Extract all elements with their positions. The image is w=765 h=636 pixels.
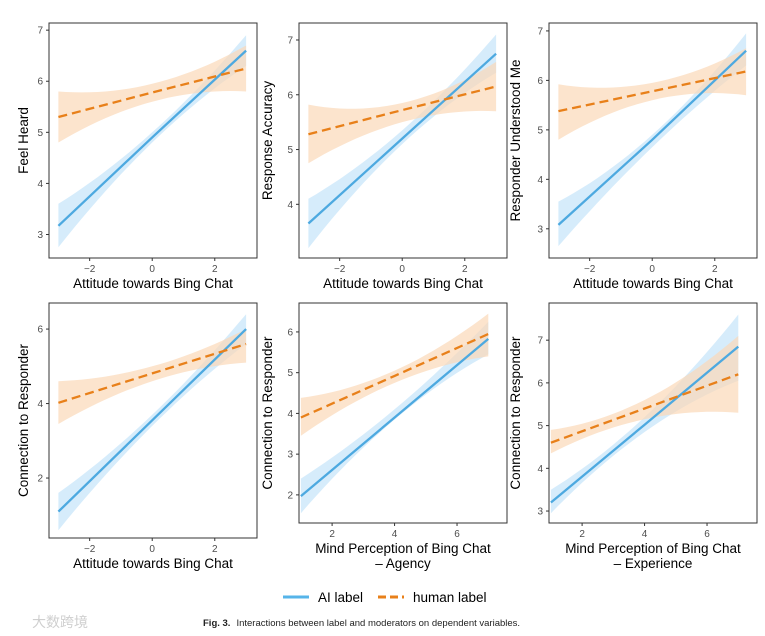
y-axis-label: Feel Heard <box>16 107 31 174</box>
y-tick-label: 6 <box>537 378 543 389</box>
x-tick-label: −2 <box>84 264 96 275</box>
y-tick-label: 3 <box>287 450 293 461</box>
panel-border <box>548 302 758 524</box>
human-label-line <box>58 342 247 404</box>
y-tick-label: 7 <box>37 26 43 37</box>
x-tick-label: −2 <box>334 264 346 275</box>
x-tick-label: −2 <box>584 264 596 275</box>
human-label-line <box>558 70 747 113</box>
y-tick-label: 6 <box>287 90 293 101</box>
watermark: 大数跨境 <box>32 615 88 631</box>
y-tick-label: 4 <box>287 200 293 211</box>
legend: AI label human label <box>283 590 487 605</box>
y-tick-label: 2 <box>287 490 293 501</box>
x-tick-label: 6 <box>454 529 460 540</box>
x-axis-label: Attitude towards Bing Chat <box>73 556 233 571</box>
y-axis-label: Connection to Responder <box>260 336 275 490</box>
x-axis-label: Mind Perception of Bing Chat <box>565 541 741 556</box>
caption-text: Interactions between label and moderator… <box>236 618 520 629</box>
human-label-line <box>308 85 497 136</box>
y-tick-label: 6 <box>37 77 43 88</box>
human-confidence-band <box>550 335 739 454</box>
x-tick-label: 2 <box>712 264 718 275</box>
human-label-line <box>58 67 247 119</box>
y-tick-label: 5 <box>537 125 543 136</box>
y-tick-label: 3 <box>37 230 43 241</box>
y-tick-label: 4 <box>37 179 43 190</box>
y-tick-label: 3 <box>537 507 543 518</box>
x-tick-label: 2 <box>212 544 218 555</box>
x-axis-label: Attitude towards Bing Chat <box>73 276 233 291</box>
panel-3: −2 0 2 3 4 5 6 7 Attitude towards Bing Chat Respo… <box>508 22 758 291</box>
ai-label-line <box>300 338 490 497</box>
x-axis-label: – Experience <box>614 556 693 571</box>
x-tick-label: 6 <box>704 529 710 540</box>
human-confidence-band <box>58 329 247 424</box>
x-tick-label: 2 <box>462 264 468 275</box>
panel-border <box>548 22 758 259</box>
y-tick-label: 5 <box>37 128 43 139</box>
ai-label-line <box>57 49 247 227</box>
y-tick-label: 4 <box>537 175 543 186</box>
human-label-line <box>300 332 489 419</box>
ai-label-line <box>57 328 247 513</box>
panel-border <box>48 302 258 539</box>
y-axis-label: Connection to Responder <box>508 336 523 490</box>
x-tick-label: 0 <box>149 544 155 555</box>
x-tick-label: 2 <box>329 529 335 540</box>
y-tick-label: 4 <box>37 399 43 410</box>
y-axis-label: Connection to Responder <box>16 343 31 497</box>
caption-prefix: Fig. 3. <box>203 618 230 629</box>
y-tick-label: 6 <box>287 327 293 338</box>
y-tick-label: 5 <box>287 145 293 156</box>
panel-border <box>298 22 508 259</box>
x-tick-label: 4 <box>642 529 648 540</box>
x-tick-label: 2 <box>579 529 585 540</box>
panel-border <box>48 22 258 259</box>
x-tick-label: 2 <box>212 264 218 275</box>
x-tick-label: 4 <box>392 529 398 540</box>
figure-caption: Fig. 3. Interactions between label and mo… <box>203 618 520 629</box>
y-tick-label: 7 <box>537 336 543 347</box>
human-label-line <box>550 373 739 444</box>
legend-ai-label: AI label <box>318 590 363 605</box>
panel-1: −2 0 2 3 4 5 6 7 Attitude towards Bing Chat Feel … <box>16 22 258 291</box>
y-tick-label: 4 <box>537 464 543 475</box>
panel-2: −2 0 2 4 5 6 7 Attitude towards Bing Chat Respon… <box>260 22 508 291</box>
y-tick-label: 2 <box>37 474 43 485</box>
human-confidence-band <box>58 45 247 143</box>
y-tick-label: 5 <box>537 421 543 432</box>
human-confidence-band <box>308 61 497 164</box>
y-tick-label: 3 <box>537 224 543 235</box>
ai-label-line <box>550 345 740 504</box>
x-tick-label: 0 <box>149 264 155 275</box>
panel-6: 2 4 6 3 4 5 6 7 Mind Perception of Bing Chat– Ex… <box>508 302 758 571</box>
x-axis-label: Attitude towards Bing Chat <box>573 276 733 291</box>
legend-human-label: human label <box>413 590 487 605</box>
human-confidence-band <box>558 48 747 140</box>
ai-label-line <box>307 52 497 225</box>
y-tick-label: 6 <box>537 76 543 87</box>
x-tick-label: 0 <box>649 264 655 275</box>
y-axis-label: Response Accuracy <box>260 81 275 201</box>
x-axis-label: – Agency <box>375 556 431 571</box>
y-tick-label: 7 <box>537 26 543 37</box>
panel-4: −2 0 2 2 4 6 Attitude towards Bing Chat Connect… <box>16 302 258 571</box>
y-tick-label: 5 <box>287 368 293 379</box>
ai-label-line <box>557 49 747 226</box>
y-tick-label: 7 <box>287 35 293 46</box>
x-tick-label: −2 <box>84 544 96 555</box>
x-axis-label: Mind Perception of Bing Chat <box>315 541 491 556</box>
x-tick-label: 0 <box>399 264 405 275</box>
y-tick-label: 4 <box>287 409 293 420</box>
y-axis-label: Responder Understood Me <box>508 59 523 221</box>
x-axis-label: Attitude towards Bing Chat <box>323 276 483 291</box>
y-tick-label: 6 <box>37 325 43 336</box>
